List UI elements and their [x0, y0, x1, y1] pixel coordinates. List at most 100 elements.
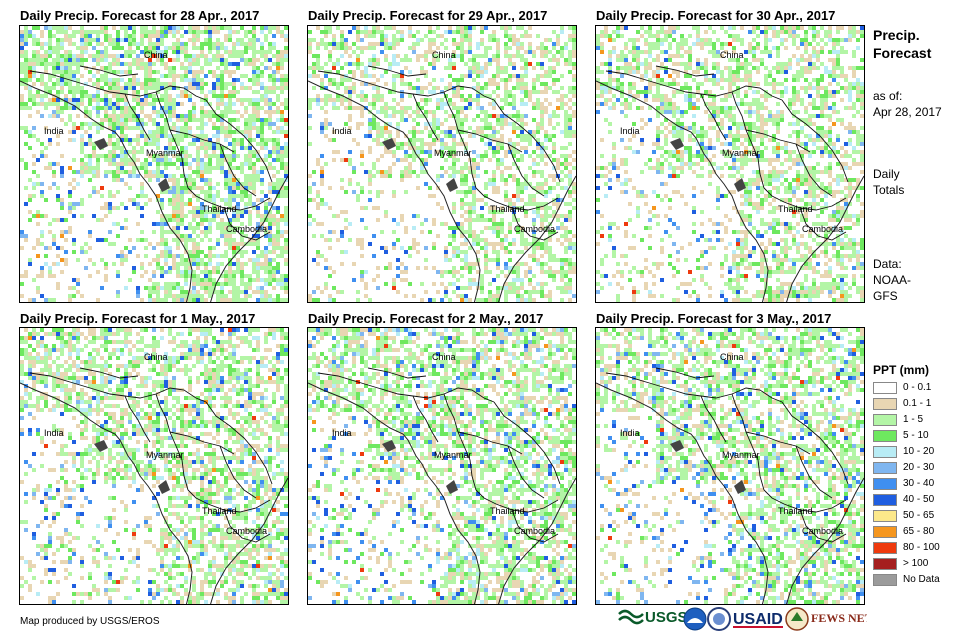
- precip-cells: [20, 26, 288, 302]
- asof-date: Apr 28, 2017: [873, 105, 942, 119]
- data-source-line2: NOAA-: [873, 273, 912, 287]
- precip-map-6: [596, 328, 864, 604]
- panel-title-6: Daily Precip. Forecast for 3 May., 2017: [596, 311, 832, 326]
- map-label-thailand: Thailand: [202, 506, 237, 516]
- precip-map-5: [308, 328, 576, 604]
- precip-map-3: [596, 26, 864, 302]
- panel-title-3: Daily Precip. Forecast for 30 Apr., 2017: [596, 8, 836, 23]
- map-label-myanmar: Myanmar: [722, 450, 760, 460]
- totals-block: Daily Totals: [873, 166, 904, 198]
- precip-cells: [308, 26, 576, 302]
- country-borders: [20, 367, 288, 604]
- map-panel-1: China India Myanmar Thailand Cambodia: [19, 25, 289, 303]
- usgs-logo: USGS: [618, 609, 688, 626]
- legend-label: 0 - 0.1: [903, 382, 932, 393]
- fewsnet-logo-text: FEWS NET: [811, 611, 867, 625]
- legend-item: 5 - 10: [873, 429, 965, 445]
- data-source-line1: Data:: [873, 257, 902, 271]
- precip-cells: [596, 26, 864, 302]
- map-label-myanmar: Myanmar: [146, 148, 184, 158]
- precip-cells: [596, 328, 864, 604]
- legend-item: 0.1 - 1: [873, 397, 965, 413]
- map-label-india: India: [44, 428, 64, 438]
- legend-item: 65 - 80: [873, 525, 965, 541]
- precip-map-2: [308, 26, 576, 302]
- totals-line2: Totals: [873, 183, 905, 197]
- country-borders: [596, 367, 864, 604]
- legend-item: 0 - 0.1: [873, 381, 965, 397]
- map-label-myanmar: Myanmar: [146, 450, 184, 460]
- legend-item: 1 - 5: [873, 413, 965, 429]
- legend-swatch: [873, 526, 897, 538]
- panel-title-5: Daily Precip. Forecast for 2 May., 2017: [308, 311, 544, 326]
- fewsnet-logo: FEWS NET: [785, 607, 873, 631]
- legend-title: PPT (mm): [873, 363, 930, 377]
- map-label-india: India: [332, 428, 352, 438]
- legend-label: 80 - 100: [903, 542, 940, 553]
- legend-swatch: [873, 462, 897, 474]
- map-label-china: China: [144, 50, 168, 60]
- legend-swatch: [873, 510, 897, 522]
- map-panel-2: China India Myanmar Thailand Cambodia: [307, 25, 577, 303]
- map-label-thailand: Thailand: [778, 204, 813, 214]
- map-label-china: China: [432, 352, 456, 362]
- map-panel-3: China India Myanmar Thailand Cambodia: [595, 25, 865, 303]
- legend-item: 20 - 30: [873, 461, 965, 477]
- map-label-india: India: [332, 126, 352, 136]
- legend-label: 1 - 5: [903, 414, 924, 425]
- noaa-logo: [683, 607, 707, 631]
- asof-block: as of: Apr 28, 2017: [873, 88, 942, 120]
- legend-label: 50 - 65: [903, 510, 935, 521]
- map-panel-4: China India Myanmar Thailand Cambodia: [19, 327, 289, 605]
- legend-item: No Data: [873, 573, 965, 589]
- map-label-myanmar: Myanmar: [434, 148, 472, 158]
- legend-label: 30 - 40: [903, 478, 935, 489]
- sidebar-title-line2: Forecast: [873, 45, 932, 61]
- legend-item: 80 - 100: [873, 541, 965, 557]
- country-borders: [308, 65, 576, 302]
- legend-label: > 100: [903, 558, 929, 569]
- map-label-thailand: Thailand: [490, 204, 525, 214]
- panel-title-4: Daily Precip. Forecast for 1 May., 2017: [20, 311, 256, 326]
- sidebar-title-line1: Precip.: [873, 27, 920, 43]
- legend-swatch: [873, 558, 897, 570]
- country-borders: [20, 65, 288, 302]
- legend-swatch: [873, 414, 897, 426]
- map-label-china: China: [720, 50, 744, 60]
- map-label-thailand: Thailand: [202, 204, 237, 214]
- map-label-india: India: [620, 126, 640, 136]
- usaid-logo: USAID: [733, 611, 783, 628]
- map-label-thailand: Thailand: [778, 506, 813, 516]
- map-label-china: China: [144, 352, 168, 362]
- legend-label: No Data: [903, 574, 940, 585]
- map-label-cambodia: Cambodia: [514, 224, 556, 234]
- country-borders: [308, 367, 576, 604]
- legend-swatch: [873, 574, 897, 586]
- precip-cells: [308, 328, 576, 604]
- map-label-cambodia: Cambodia: [226, 526, 268, 536]
- map-panel-5: China India Myanmar Thailand Cambodia: [307, 327, 577, 605]
- legend-item: 10 - 20: [873, 445, 965, 461]
- logos-svg: USGS USAID FEWS NET: [618, 607, 873, 631]
- precip-cells: [20, 328, 288, 604]
- map-label-china: China: [720, 352, 744, 362]
- legend-swatch: [873, 478, 897, 490]
- map-label-thailand: Thailand: [490, 506, 525, 516]
- legend-swatch: [873, 382, 897, 394]
- precip-map-1: [20, 26, 288, 302]
- map-label-cambodia: Cambodia: [802, 224, 844, 234]
- legend-swatch: [873, 446, 897, 458]
- map-label-cambodia: Cambodia: [514, 526, 556, 536]
- legend-swatch: [873, 398, 897, 410]
- legend-item: 30 - 40: [873, 477, 965, 493]
- legend-item: 40 - 50: [873, 493, 965, 509]
- map-label-china: China: [432, 50, 456, 60]
- agency-logos: USGS USAID FEWS NET: [617, 606, 873, 634]
- asof-label: as of:: [873, 89, 903, 103]
- legend-swatch: [873, 542, 897, 554]
- map-label-cambodia: Cambodia: [802, 526, 844, 536]
- map-label-india: India: [44, 126, 64, 136]
- legend-label: 5 - 10: [903, 430, 929, 441]
- sidebar-title: Precip. Forecast: [873, 26, 931, 62]
- footer-credit: Map produced by USGS/EROS: [20, 616, 160, 627]
